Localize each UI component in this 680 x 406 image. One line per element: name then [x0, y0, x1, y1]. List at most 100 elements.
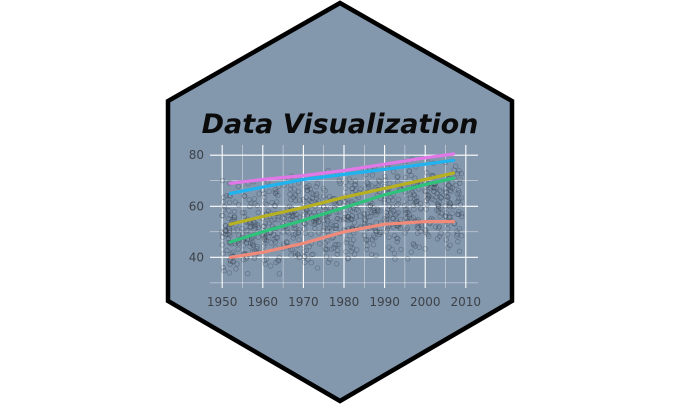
- scatter-point: [275, 216, 281, 223]
- scatter-point: [333, 225, 340, 232]
- scatter-point: [343, 239, 350, 246]
- scatter-point: [328, 221, 334, 228]
- scatter-point: [377, 178, 383, 185]
- scatter-point: [342, 199, 349, 205]
- scatter-point: [368, 251, 375, 258]
- scatter-point: [331, 245, 337, 251]
- scatter-point: [223, 231, 229, 237]
- scatter-point: [271, 216, 278, 222]
- scatter-point: [368, 183, 375, 189]
- scatter-point: [413, 198, 419, 205]
- scatter-point: [223, 223, 229, 229]
- scatter-point: [387, 212, 393, 218]
- scatter-point: [261, 236, 268, 242]
- scatter-point: [431, 185, 438, 191]
- scatter-point: [265, 234, 271, 241]
- scatter-point: [225, 231, 231, 238]
- scatter-point: [365, 237, 372, 243]
- scatter-point: [407, 195, 413, 202]
- scatter-point: [347, 215, 354, 222]
- scatter-point: [444, 197, 450, 203]
- scatter-point: [275, 230, 281, 237]
- scatter-point: [314, 265, 321, 271]
- scatter-point: [262, 234, 268, 240]
- scatter-point: [438, 195, 444, 201]
- scatter-point: [402, 207, 408, 213]
- scatter-point: [281, 215, 288, 222]
- scatter-point: [262, 240, 268, 246]
- scatter-point: [426, 193, 433, 199]
- scatter-point: [344, 213, 351, 219]
- scatter-point: [276, 271, 283, 277]
- scatter-point: [272, 189, 278, 196]
- scatter-point: [230, 259, 236, 265]
- scatter-point: [352, 187, 359, 194]
- scatter-point: [352, 182, 358, 188]
- scatter-point: [285, 230, 292, 236]
- scatter-point: [446, 202, 452, 209]
- scatter-point: [271, 231, 277, 238]
- scatter-point: [292, 197, 298, 204]
- scatter-point: [409, 189, 415, 196]
- scatter-point: [316, 218, 322, 225]
- scatter-point: [303, 194, 309, 201]
- scatter-point: [448, 188, 454, 194]
- scatter-point: [384, 216, 390, 222]
- scatter-point: [301, 253, 307, 260]
- scatter-point: [234, 227, 240, 233]
- scatter-point: [317, 241, 323, 247]
- scatter-point: [234, 261, 240, 267]
- scatter-point: [295, 252, 302, 258]
- scatter-point: [371, 205, 377, 211]
- scatter-point: [363, 246, 370, 253]
- scatter-point: [449, 210, 455, 217]
- scatter-point: [348, 216, 354, 223]
- scatter-point: [366, 181, 372, 188]
- scatter-point: [296, 237, 302, 243]
- scatter-point: [249, 241, 256, 248]
- scatter-point: [304, 187, 310, 194]
- scatter-point: [364, 180, 370, 186]
- scatter-point: [422, 246, 428, 252]
- scatter-point: [226, 215, 232, 222]
- axis-tick-labels: 1950 1960 1970 1980 1990 2000 2010 40 60 80: [189, 148, 481, 309]
- scatter-point: [349, 208, 355, 215]
- scatter-point: [310, 191, 316, 197]
- scatter-point: [367, 213, 374, 220]
- scatter-point: [364, 179, 370, 185]
- scatter-point: [382, 177, 388, 183]
- scatter-point: [220, 264, 226, 271]
- scatter-point: [373, 228, 379, 234]
- scatter-point: [378, 229, 384, 236]
- scatter-point: [220, 251, 226, 257]
- scatter-point: [227, 233, 233, 239]
- scatter-point: [342, 210, 348, 217]
- scatter-point: [288, 252, 294, 258]
- scatter-point: [351, 251, 358, 257]
- scatter-point: [295, 230, 302, 237]
- scatter-point: [250, 239, 256, 246]
- scatter-point: [361, 216, 368, 222]
- scatter-point: [456, 208, 462, 215]
- scatter-point: [261, 237, 268, 243]
- scatter-point: [418, 205, 424, 211]
- scatter-point: [412, 199, 418, 206]
- scatter-point: [444, 245, 451, 251]
- scatter-point: [444, 194, 451, 200]
- scatter-point: [256, 191, 262, 197]
- scatter-point: [395, 209, 401, 216]
- scatter-point: [313, 220, 319, 226]
- scatter-point: [254, 245, 260, 252]
- scatter-point: [223, 228, 229, 235]
- scatter-point: [273, 259, 279, 266]
- scatter-point: [384, 212, 390, 219]
- scatter-point: [251, 255, 258, 261]
- scatter-point: [230, 249, 236, 256]
- scatter-point: [435, 203, 442, 209]
- scatter-point: [351, 219, 358, 226]
- scatter-point: [337, 199, 343, 206]
- scatter-point: [458, 211, 465, 217]
- scatter-point: [395, 201, 401, 207]
- scatter-point: [390, 215, 396, 222]
- scatter-point: [385, 206, 391, 212]
